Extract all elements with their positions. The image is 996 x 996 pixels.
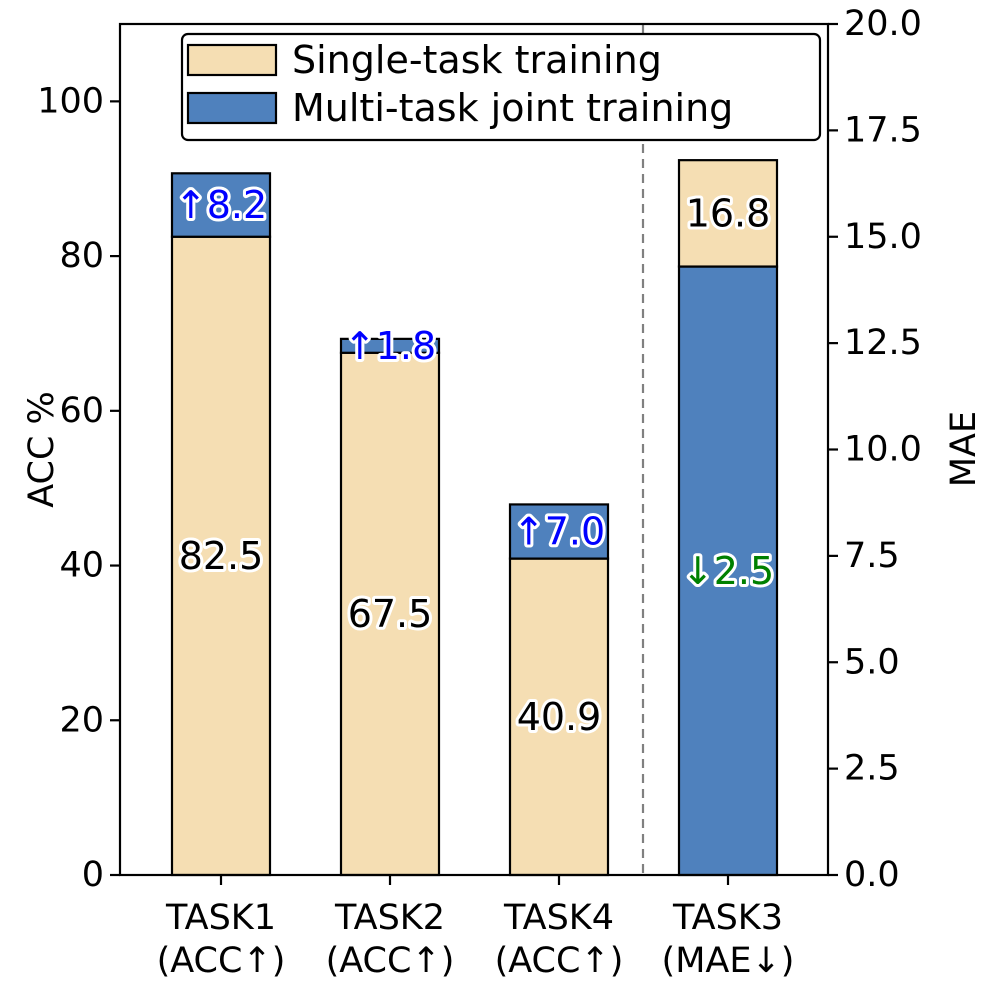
bar-1-bottom-segment — [170, 235, 272, 877]
right-tick-label: 12.5 — [844, 323, 922, 363]
x-axis: TASK1(ACC↑)TASK2(ACC↑)TASK4(ACC↑)TASK3(M… — [157, 875, 795, 981]
legend-box — [180, 32, 822, 142]
x-category-sublabel: (ACC↑) — [495, 941, 624, 981]
x-category-label: TASK4 — [503, 898, 614, 938]
bar-2-top-label: ↑1.8 — [344, 324, 436, 368]
bar-1-bottom-label: 82.5 — [179, 534, 264, 578]
x-category-label: TASK2 — [334, 898, 445, 938]
right-tick-label: 20.0 — [844, 4, 922, 44]
x-category-label: TASK3 — [672, 898, 783, 938]
right-tick-label: 17.5 — [844, 110, 922, 150]
bars-layer — [170, 159, 779, 877]
bar-labels-layer: 82.5 ↑8.2 67.5 ↑1.8 40.9 ↑7.0 ↓2.5 16.8 — [172, 180, 777, 742]
bar-3-bottom-label: 40.9 — [517, 695, 602, 739]
left-tick-label: 80 — [59, 236, 104, 276]
bar-2-top-segment — [339, 337, 441, 354]
x-category-sublabel: (ACC↑) — [157, 941, 286, 981]
legend-swatch — [186, 91, 278, 125]
right-tick-label: 0.0 — [844, 855, 900, 895]
left-tick-label: 20 — [59, 700, 104, 740]
x-category-label: TASK1 — [165, 898, 276, 938]
left-y-axis: 0 20 40 60 80 100 ACC % — [22, 81, 120, 895]
bar-4-bottom-label: ↓2.5 — [682, 549, 774, 593]
left-tick-label: 100 — [37, 81, 104, 121]
bar-3-top-segment — [508, 503, 610, 560]
bar-2-bottom-label: 67.5 — [348, 592, 433, 636]
legend-swatch — [186, 43, 278, 77]
bar-1-top-segment — [170, 172, 272, 238]
left-tick-label: 60 — [59, 391, 104, 431]
left-axis-title: ACC % — [22, 391, 62, 508]
x-category-sublabel: (MAE↓) — [662, 941, 795, 981]
right-tick-label: 15.0 — [844, 217, 922, 257]
bar-1-top-label: ↑8.2 — [175, 183, 267, 227]
right-tick-label: 2.5 — [844, 749, 900, 789]
right-tick-label: 7.5 — [844, 536, 900, 576]
right-y-axis: 0.0 2.5 5.0 7.5 10.0 12.5 15.0 17.5 20.0 MAE — [828, 4, 984, 895]
legend-entry-label: Multi-task joint training — [292, 86, 733, 130]
bar-4-top-label: 16.8 — [686, 191, 771, 235]
right-tick-label: 5.0 — [844, 642, 900, 682]
right-tick-label: 10.0 — [844, 430, 922, 470]
left-tick-label: 0 — [82, 855, 104, 895]
legend-entry-label: Single-task training — [292, 38, 662, 82]
right-axis-title: MAE — [944, 411, 984, 487]
bar-3-top-label: ↑7.0 — [513, 510, 605, 554]
bar-4-top-segment — [677, 159, 779, 268]
x-category-sublabel: (ACC↑) — [326, 941, 455, 981]
left-tick-label: 40 — [59, 546, 104, 586]
